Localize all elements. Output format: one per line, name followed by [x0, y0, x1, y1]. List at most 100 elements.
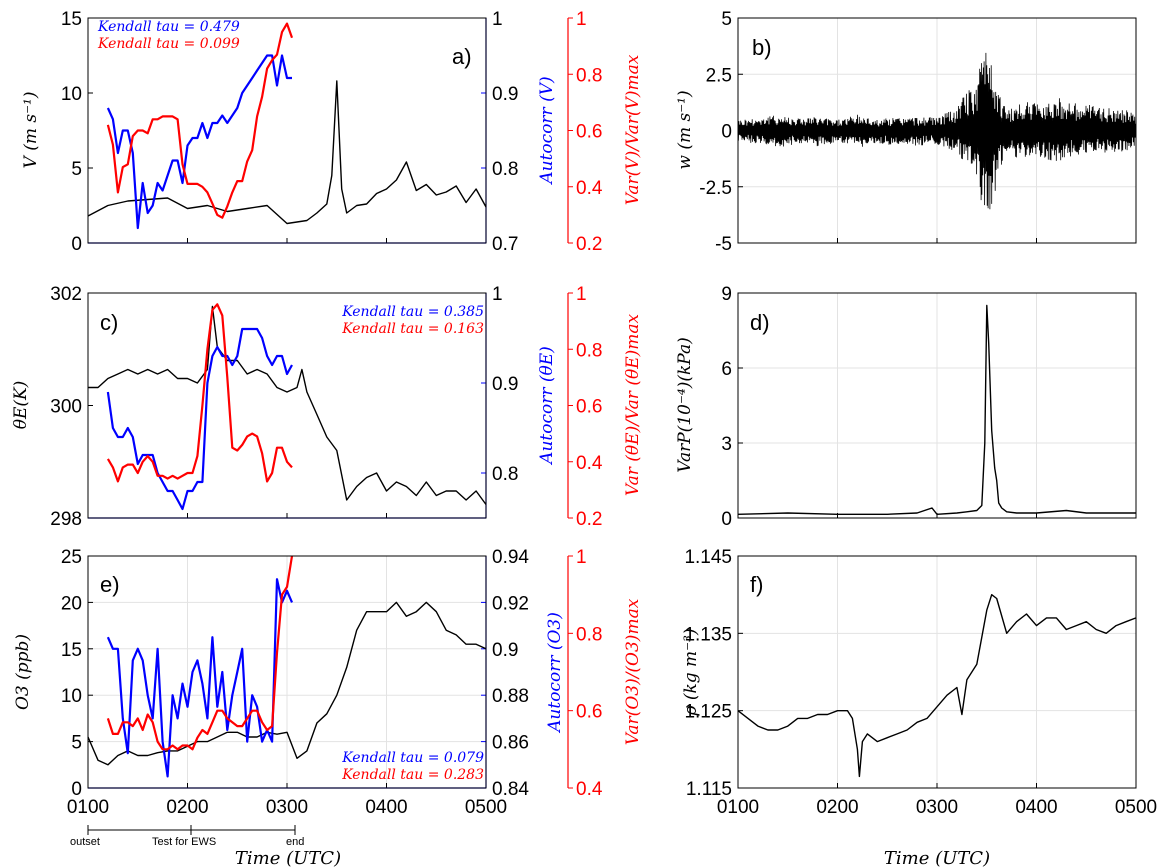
panel-c-label: c): [100, 310, 118, 335]
panel-e: 0100 0200 0300 0400 0500 0 5 10 15 20 25 0.84 0.86 0.…: [13, 547, 643, 868]
y-tick-label: 5: [71, 733, 82, 754]
y-tick-label: 0: [71, 234, 82, 255]
panel-b-frame: [737, 17, 1137, 244]
panel-c-kendall-blue: Kendall tau = 0.385: [341, 304, 484, 320]
panel-e-grid: [87, 555, 487, 789]
series-line-black: [87, 80, 487, 225]
y-tick-label: 5: [721, 9, 732, 30]
panel-a-ylabel: V (m s⁻¹): [21, 92, 41, 169]
y-tick-label: 0: [721, 122, 732, 143]
y-tick-label: 1.145: [684, 547, 732, 568]
panel-d-ylabel: VarP(10⁻⁴)(kPa): [675, 337, 695, 472]
panel-f-xlabel: Time (UTC): [884, 848, 990, 868]
y3-tick-label: 0.6: [576, 122, 602, 143]
panel-d-label: d): [750, 310, 770, 335]
x-tick-label: 0400: [1015, 797, 1057, 818]
y2-tick-label: 0.7: [492, 234, 518, 255]
panel-b-ylabel: w (m s⁻¹): [675, 90, 695, 169]
y2-tick-label: 0.9: [492, 84, 518, 105]
y2-tick-label: 0.94: [492, 547, 529, 568]
y2-tick-label: 0.88: [492, 686, 529, 707]
x-tick-label: 0100: [67, 797, 109, 818]
x-tick-label: 0300: [266, 797, 308, 818]
series-line-black: [88, 305, 487, 505]
panel-d: 0 3 6 9 d) VarP(10⁻⁴)(kPa): [675, 284, 1137, 530]
panel-f-frame: [737, 555, 1137, 789]
y3-tick-label: 0.8: [576, 340, 602, 361]
series-line-red: [106, 555, 294, 751]
panel-a-frame: [87, 17, 487, 244]
y2-tick-label: 0.86: [492, 733, 529, 754]
y3-tick-label: 0.8: [576, 624, 602, 645]
y2-tick-label: 0.92: [492, 593, 529, 614]
y2-tick-label: 1: [492, 9, 503, 30]
y-tick-label: 0: [71, 779, 82, 800]
panel-c: 298 300 302 0.8 0.9 1 0.2 0.4 0.6 0.8 1 c) Kendall…: [11, 284, 643, 530]
y-tick-label: 25: [61, 547, 82, 568]
panel-e-xlabel: Time (UTC): [235, 848, 341, 868]
y3-tick-label: 0.4: [576, 178, 603, 199]
panel-d-grid: [737, 292, 1137, 519]
panel-a: 0 5 10 15 0.7 0.8 0.9 1 0.2 0.4 0.6 0.8 1 a) Kendall…: [21, 9, 643, 255]
series-line-red: [106, 303, 293, 483]
y2-tick-label: 1: [492, 284, 503, 305]
y3-tick-label: 0.8: [576, 65, 602, 86]
panel-a-y2label: Autocorr (V): [537, 76, 557, 185]
panel-e-kendall-blue: Kendall tau = 0.079: [341, 750, 484, 766]
y-tick-label: 300: [50, 397, 82, 418]
y3-tick-label: 1: [576, 547, 587, 568]
x-tick-label: 0200: [166, 797, 208, 818]
panel-e-y2label: Autocorr (O3): [545, 612, 565, 734]
panel-f-plot: 0100 0200 0300 0400 0500 1.115 1.125 1.135 1.145: [684, 547, 1157, 818]
y-tick-label: -5: [715, 234, 732, 255]
panel-e-kendall-red: Kendall tau = 0.283: [341, 767, 484, 783]
y-tick-label: 1.135: [684, 624, 732, 645]
y-tick-label: 10: [61, 84, 82, 105]
series-line-black: [737, 594, 1137, 778]
x-tick-label: 0100: [717, 797, 759, 818]
panel-a-y3label: Var(V)/Var(V)max: [623, 54, 643, 205]
y-tick-label: 298: [50, 509, 82, 530]
y-tick-label: 15: [61, 9, 82, 30]
y-tick-label: 1.125: [684, 702, 732, 723]
y-tick-label: 302: [50, 284, 82, 305]
panel-a-label: a): [452, 44, 472, 69]
y3-tick-label: 0.6: [576, 702, 602, 723]
bracket-outset: outset: [70, 836, 100, 848]
y-tick-label: 15: [61, 640, 82, 661]
panel-e-frame: [87, 555, 487, 789]
panel-e-ylabel: O3 (ppb): [13, 634, 33, 710]
x-tick-label: 0200: [816, 797, 858, 818]
series-line-black: [737, 52, 1137, 210]
y-tick-label: 20: [61, 593, 82, 614]
series-line-red: [106, 22, 294, 219]
ews-bracket: outset Test for EWS end: [70, 825, 304, 848]
panel-c-y3label: Var (θE)/Var (θE)max: [623, 314, 643, 497]
panel-d-plot: 0 3 6 9: [721, 284, 1136, 530]
y3-tick-label: 0.2: [576, 234, 602, 255]
panel-a-kendall-blue: Kendall tau = 0.479: [97, 19, 240, 35]
x-tick-label: 0500: [465, 797, 507, 818]
panel-a-kendall-red: Kendall tau = 0.099: [97, 36, 240, 52]
y-tick-label: 1.115: [686, 779, 732, 800]
panel-c-ylabel: θE(K): [11, 381, 31, 430]
panel-c-plot: 298 300 302 0.8 0.9 1 0.2 0.4 0.6 0.8 1: [50, 284, 603, 530]
y3-tick-label: 0.6: [576, 397, 602, 418]
y-tick-label: 6: [721, 359, 732, 380]
panel-e-label: e): [100, 572, 120, 597]
x-tick-label: 0500: [1115, 797, 1157, 818]
series-line-blue: [106, 327, 293, 511]
panel-c-kendall-red: Kendall tau = 0.163: [341, 321, 484, 337]
y3-tick-label: 1: [576, 284, 587, 305]
y-tick-label: 5: [71, 159, 82, 180]
y3-tick-label: 0.2: [576, 509, 602, 530]
series-line-blue: [106, 578, 294, 778]
panel-e-y3label: Var(O3)/(O3)max: [623, 598, 643, 745]
y2-tick-label: 0.9: [492, 374, 518, 395]
panel-e-plot: 0100 0200 0300 0400 0500 0 5 10 15 20 25 0.84 0.86 0.…: [61, 547, 603, 818]
panel-d-frame: [737, 292, 1137, 519]
series-line-blue: [106, 54, 292, 230]
y2-tick-label: 0.8: [492, 464, 518, 485]
y3-tick-label: 0.4: [576, 779, 603, 800]
